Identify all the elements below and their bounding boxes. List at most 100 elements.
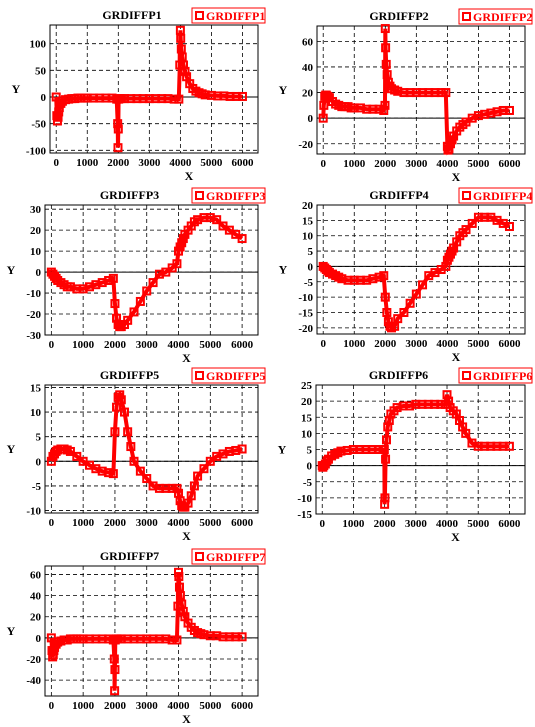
x-tick-label: 1000 [343, 158, 366, 170]
x-tick-label: 0 [49, 339, 55, 351]
data-point [393, 314, 403, 324]
legend-box [458, 367, 533, 384]
data-point [172, 259, 182, 269]
x-axis-label: X [452, 350, 461, 364]
x-axis-label: X [451, 530, 460, 544]
data-point [110, 686, 120, 696]
chart-title: GRDIFFP5 [100, 368, 159, 382]
plot-frame [316, 25, 526, 155]
x-tick-label: 5000 [199, 517, 222, 529]
data-point [504, 222, 514, 231]
y-tick-label: -10 [298, 292, 313, 304]
data-point [436, 88, 446, 98]
y-tick-label: 0 [307, 461, 313, 473]
x-tick-label: 3000 [136, 517, 159, 529]
plot-frame [44, 384, 259, 514]
data-point [174, 94, 184, 104]
x-tick-label: 4000 [169, 157, 192, 169]
x-tick-label: 2000 [104, 339, 127, 351]
legend-label: GRDIFFP7 [206, 550, 265, 564]
data-point [381, 59, 391, 69]
y-tick-label: -50 [31, 119, 46, 131]
x-tick-label: 4000 [436, 338, 459, 350]
data-point [381, 435, 391, 445]
y-tick-label: 20 [30, 612, 42, 624]
x-tick-label: 2000 [374, 158, 397, 170]
x-tick-label: 6000 [231, 700, 254, 712]
legend: GRDIFFP3 [191, 187, 266, 204]
x-tick-label: 3000 [405, 158, 428, 170]
data-point [148, 278, 158, 288]
data-point [237, 234, 247, 244]
data-point [380, 100, 390, 110]
data-point [109, 654, 119, 664]
chart-3: GRDIFFP3 0 1000 2000 3000 4000 5000 6000 -30 -20 -… [7, 187, 266, 365]
data-point [113, 143, 123, 153]
legend-label: GRDIFFP6 [473, 369, 532, 383]
data-point [318, 113, 328, 123]
y-tick-label: -15 [298, 308, 313, 320]
data-point [53, 112, 63, 122]
legend-label: GRDIFFP3 [206, 189, 265, 203]
data-point [180, 66, 190, 76]
y-tick-label: 30 [30, 204, 42, 216]
x-tick-label: 6000 [231, 339, 254, 351]
data-point [186, 491, 196, 501]
data-point [110, 299, 120, 309]
data-point [142, 286, 152, 296]
x-tick-label: 3000 [138, 157, 161, 169]
y-tick-label: -20 [298, 139, 313, 151]
y-tick-label: -20 [298, 323, 313, 335]
y-tick-label: -40 [26, 675, 41, 687]
y-tick-label: -10 [297, 493, 312, 505]
y-tick-label: 0 [41, 92, 47, 104]
y-tick-label: 20 [302, 88, 314, 100]
data-point [176, 33, 186, 43]
y-tick-label: -10 [26, 506, 41, 518]
data-point [142, 474, 152, 484]
x-tick-label: 3000 [405, 518, 428, 530]
legend: GRDIFFP4 [458, 187, 533, 204]
data-point [380, 292, 390, 302]
y-tick-label: 5 [307, 445, 313, 457]
data-point [382, 308, 392, 317]
data-point [112, 402, 122, 412]
x-tick-label: 5000 [467, 338, 490, 350]
y-tick-label: 0 [308, 113, 314, 125]
y-axis-label: Y [7, 263, 16, 277]
y-tick-label: 15 [30, 382, 42, 394]
y-tick-label: 40 [302, 62, 314, 74]
plot-frame [49, 24, 259, 154]
data-point [172, 483, 182, 493]
data-point [113, 119, 123, 129]
x-tick-label: 4000 [168, 517, 191, 529]
x-tick-label: 3000 [136, 700, 159, 712]
y-tick-label: 0 [36, 456, 42, 468]
x-tick-label: 0 [49, 700, 55, 712]
data-point [374, 272, 384, 282]
chart-title: GRDIFFP6 [369, 368, 428, 382]
x-tick-label: 6000 [498, 158, 521, 170]
chart-6: GRDIFFP6 0 1000 2000 3000 4000 5000 6000 -15 -10 -… [278, 367, 533, 544]
x-tick-label: 6000 [498, 518, 521, 530]
x-tick-label: 1000 [72, 700, 95, 712]
x-axis-label: X [182, 351, 191, 365]
plot-frame [44, 204, 259, 336]
x-tick-label: 1000 [343, 338, 366, 350]
data-point [237, 632, 247, 642]
y-tick-label: -30 [26, 330, 41, 342]
x-tick-label: 4000 [168, 700, 191, 712]
y-tick-label: -5 [304, 277, 314, 289]
data-point [461, 225, 471, 235]
y-tick-label: 0 [308, 261, 314, 273]
x-tick-label: 6000 [231, 517, 254, 529]
x-axis-label: X [452, 170, 461, 184]
x-tick-label: 5000 [200, 157, 223, 169]
data-point [108, 469, 118, 479]
x-tick-label: 1000 [342, 518, 365, 530]
data-point [504, 441, 514, 451]
x-tick-label: 0 [49, 517, 55, 529]
x-tick-label: 1000 [76, 157, 99, 169]
